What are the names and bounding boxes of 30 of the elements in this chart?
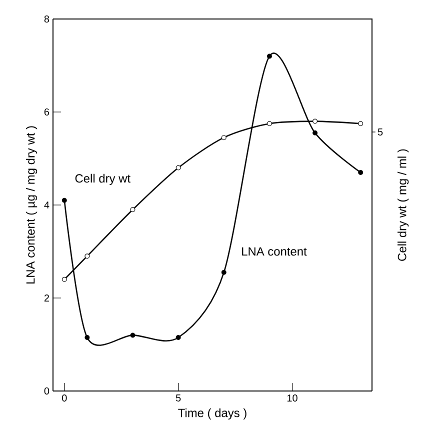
text: 5 [378, 128, 383, 136]
x-tick-label: 5 [176, 394, 181, 402]
y-tick-label: 6 [44, 108, 50, 116]
point [130, 332, 136, 338]
point [84, 254, 90, 259]
series-label: LNA content [242, 247, 307, 256]
point [358, 121, 364, 126]
point [312, 118, 318, 124]
y-axis-title: LNA content ( µg / mg dry wt ) [26, 126, 38, 284]
x-tick-label: 0 [62, 394, 67, 402]
point [62, 198, 67, 203]
point [176, 335, 181, 340]
point [266, 54, 272, 59]
y2-axis-title: Cell dry wt ( mg / ml ) [398, 149, 409, 261]
x-tick-label: 10 [287, 394, 298, 402]
y-tick-label: 2 [44, 294, 49, 302]
point [130, 207, 136, 212]
y-tick-label: 8 [44, 15, 50, 23]
y-tick-label: 4 [44, 202, 50, 208]
point [221, 270, 226, 275]
y-tick-label: 0 [44, 387, 50, 395]
x-axis-title: Time ( days ) [178, 408, 246, 420]
point [176, 165, 181, 170]
point [358, 170, 364, 175]
point [221, 135, 226, 140]
point [84, 335, 90, 340]
point [266, 121, 272, 126]
point [62, 276, 67, 282]
series-label: Cell dry wt [75, 174, 130, 185]
point [312, 130, 318, 136]
